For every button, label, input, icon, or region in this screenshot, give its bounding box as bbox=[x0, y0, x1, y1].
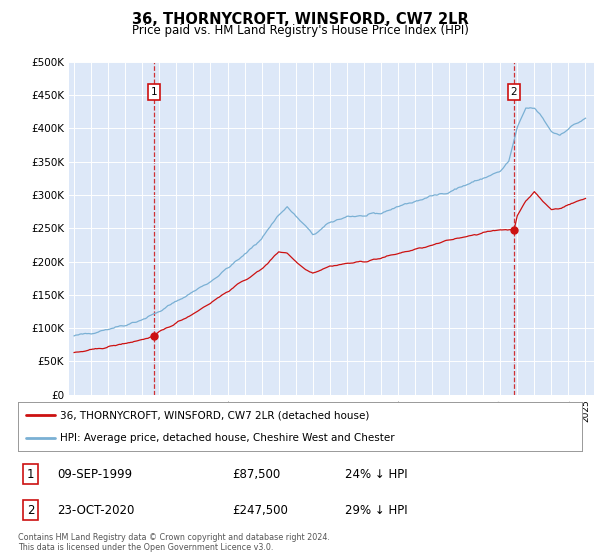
Text: HPI: Average price, detached house, Cheshire West and Chester: HPI: Average price, detached house, Ches… bbox=[60, 433, 395, 444]
Text: 36, THORNYCROFT, WINSFORD, CW7 2LR (detached house): 36, THORNYCROFT, WINSFORD, CW7 2LR (deta… bbox=[60, 410, 370, 421]
Text: Price paid vs. HM Land Registry's House Price Index (HPI): Price paid vs. HM Land Registry's House … bbox=[131, 24, 469, 36]
Text: Contains HM Land Registry data © Crown copyright and database right 2024.: Contains HM Land Registry data © Crown c… bbox=[18, 533, 330, 542]
Text: 29% ↓ HPI: 29% ↓ HPI bbox=[345, 504, 408, 517]
Text: 1: 1 bbox=[26, 468, 34, 480]
Text: 2: 2 bbox=[511, 87, 517, 96]
Text: £87,500: £87,500 bbox=[232, 468, 281, 480]
Text: £247,500: £247,500 bbox=[232, 504, 288, 517]
Text: This data is licensed under the Open Government Licence v3.0.: This data is licensed under the Open Gov… bbox=[18, 543, 274, 552]
Text: 2: 2 bbox=[26, 504, 34, 517]
Text: 09-SEP-1999: 09-SEP-1999 bbox=[58, 468, 133, 480]
Text: 36, THORNYCROFT, WINSFORD, CW7 2LR: 36, THORNYCROFT, WINSFORD, CW7 2LR bbox=[131, 12, 469, 27]
Text: 1: 1 bbox=[151, 87, 157, 96]
Text: 24% ↓ HPI: 24% ↓ HPI bbox=[345, 468, 408, 480]
Text: 23-OCT-2020: 23-OCT-2020 bbox=[58, 504, 135, 517]
